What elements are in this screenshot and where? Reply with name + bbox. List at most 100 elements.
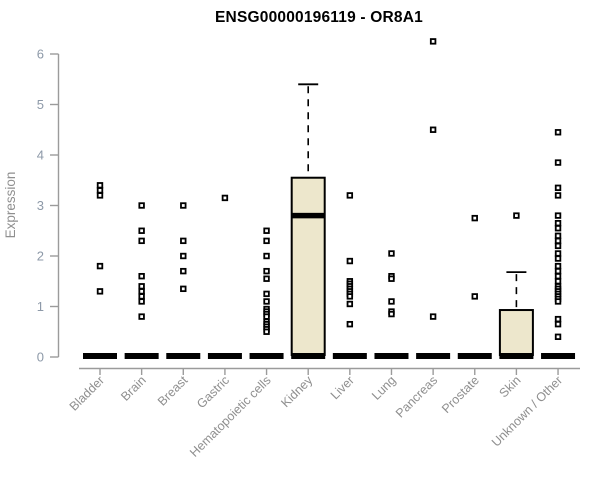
outlier-point: [263, 252, 270, 260]
outlier-point: [138, 293, 145, 300]
x-category-label: Gastric: [194, 373, 232, 411]
y-tick-label: 1: [37, 299, 44, 314]
x-category-label: Lung: [369, 373, 399, 403]
outlier-point: [554, 272, 562, 280]
outlier-point: [138, 313, 145, 320]
x-category-label: Liver: [328, 373, 357, 402]
outlier-point: [346, 320, 354, 328]
outlier-point: [346, 300, 354, 308]
outlier-point: [138, 283, 145, 290]
zero-bar: [332, 353, 367, 359]
y-axis-title: Expression: [3, 172, 18, 239]
outlier-point: [554, 237, 562, 245]
y-tick-label: 2: [37, 249, 44, 264]
outlier-point: [554, 212, 562, 219]
x-category-label: Skin: [496, 373, 523, 400]
outlier-point: [180, 252, 187, 260]
outlier-point: [554, 262, 562, 270]
x-category-label: Hematopoietic cells: [187, 373, 274, 460]
outlier-point: [554, 192, 562, 199]
y-tick-label: 0: [37, 350, 44, 365]
zero-bar: [166, 353, 201, 359]
outlier-point: [263, 298, 270, 305]
outlier-point: [96, 288, 104, 295]
outlier-point: [554, 315, 562, 323]
outlier-point: [263, 313, 270, 320]
zero-bar: [124, 353, 159, 359]
chart-title: ENSG00000196119 - OR8A1: [215, 9, 423, 26]
x-category-label: Pancreas: [393, 373, 440, 420]
outlier-point: [554, 232, 562, 239]
outlier-point: [388, 250, 395, 257]
outlier-point: [180, 267, 187, 275]
outlier-point: [471, 293, 478, 300]
outlier-point: [96, 187, 104, 194]
outlier-point: [554, 298, 562, 305]
outlier-point: [138, 237, 145, 245]
outlier-point: [554, 129, 562, 136]
outlier-point: [263, 290, 270, 298]
outlier-point: [138, 202, 145, 209]
outlier-point: [429, 38, 437, 45]
outlier-point: [554, 184, 562, 192]
outlier-point: [388, 310, 395, 318]
x-category-label: Bladder: [67, 373, 107, 413]
outlier-point: [263, 275, 270, 282]
outlier-point: [554, 255, 562, 262]
outlier-point: [429, 126, 437, 133]
outlier-point: [138, 288, 145, 295]
outlier-point: [138, 298, 145, 305]
outlier-point: [513, 212, 520, 219]
outlier-point: [138, 272, 145, 280]
zero-bar: [83, 353, 117, 359]
outlier-point: [554, 333, 562, 340]
outlier-point: [221, 194, 229, 202]
outlier-point: [180, 202, 187, 209]
zero-bar: [207, 353, 242, 359]
outlier-point: [554, 159, 562, 166]
outlier-point: [263, 267, 270, 275]
y-tick-label: 6: [37, 47, 44, 62]
outlier-point: [429, 313, 437, 320]
x-category-label: Kidney: [278, 373, 315, 410]
outlier-point: [554, 267, 562, 275]
outlier-point: [554, 250, 562, 257]
zero-bar: [499, 353, 534, 359]
outlier-point: [388, 275, 395, 282]
outlier-point: [554, 242, 562, 250]
x-category-label: Prostate: [439, 373, 482, 416]
x-category-label: Brain: [118, 373, 149, 404]
outlier-point: [346, 257, 354, 265]
box: [498, 309, 534, 357]
outlier-point: [346, 192, 354, 199]
zero-bar: [374, 353, 409, 359]
outlier-point: [263, 227, 270, 234]
outlier-point: [554, 278, 562, 285]
outlier-point: [554, 225, 562, 232]
outlier-point: [96, 262, 104, 270]
zero-bar: [457, 353, 492, 359]
outlier-point: [346, 293, 354, 300]
outlier-point: [471, 214, 478, 222]
y-tick-label: 3: [37, 198, 44, 213]
x-category-label: Unknown / Other: [489, 373, 565, 449]
zero-bar: [541, 353, 576, 359]
x-category-label: Breast: [155, 373, 191, 409]
outlier-point: [138, 227, 145, 234]
outlier-point: [180, 285, 187, 293]
median-line: [291, 212, 325, 219]
outlier-point: [554, 219, 562, 227]
outlier-point: [263, 237, 270, 245]
outlier-point: [96, 192, 104, 199]
box: [290, 176, 326, 356]
zero-bar: [416, 353, 451, 359]
outlier-point: [96, 182, 104, 189]
zero-bar: [291, 353, 326, 359]
y-tick-label: 4: [37, 148, 44, 163]
outlier-point: [180, 237, 187, 245]
outlier-point: [263, 328, 270, 335]
outlier-point: [554, 320, 562, 328]
zero-bar: [249, 353, 284, 359]
outlier-point: [388, 298, 395, 305]
